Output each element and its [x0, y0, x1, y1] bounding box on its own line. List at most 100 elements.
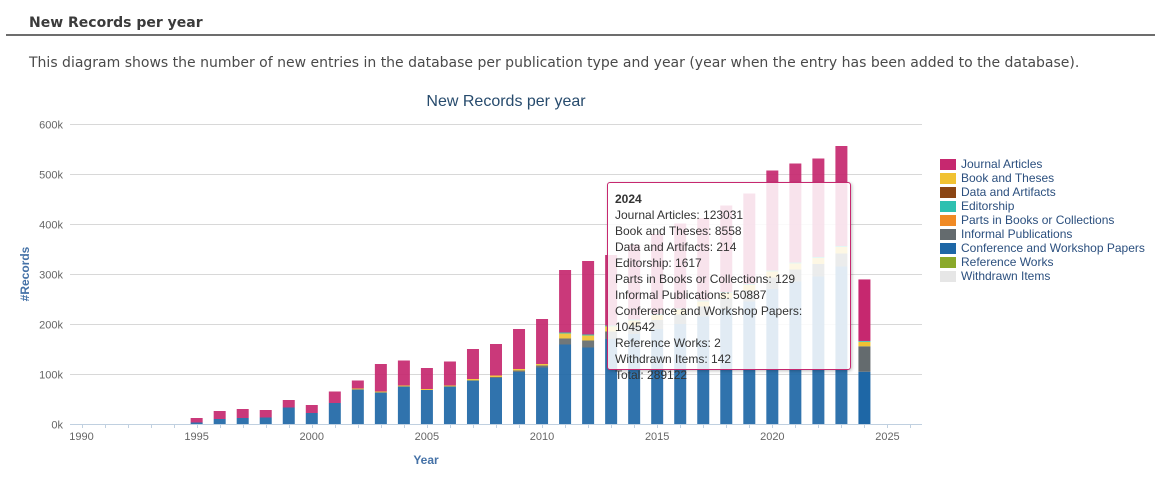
y-tick-label: 600k [39, 120, 63, 132]
bar-journal-1999 [282, 400, 295, 408]
legend-item[interactable]: Journal Articles [940, 157, 1145, 171]
legend-swatch [940, 172, 956, 184]
bar-conference-1995 [190, 422, 203, 424]
legend-label: Withdrawn Items [961, 269, 1051, 283]
bar-journal-2006 [443, 361, 456, 386]
legend-item[interactable]: Data and Artifacts [940, 185, 1145, 199]
bar-journal-2009 [513, 329, 526, 369]
legend-item[interactable]: Editorship [940, 199, 1145, 213]
y-axis-title: #Records [18, 246, 32, 301]
bar-conference-2024 [858, 371, 871, 424]
section-header: New Records per year [6, 0, 1155, 36]
bar-journal-2010 [536, 319, 549, 364]
legend-item[interactable]: Parts in Books or Collections [940, 213, 1145, 227]
bar-journal-2001 [328, 391, 341, 403]
bar-books-2010 [536, 364, 549, 366]
tooltip-line: Reference Works: 2 [615, 336, 721, 350]
bar-conference-2001 [328, 403, 341, 424]
y-tick-label: 100k [39, 370, 63, 382]
legend-item[interactable]: Conference and Workshop Papers [940, 241, 1145, 255]
bar-conference-2010 [536, 367, 549, 424]
bar-conference-2006 [443, 386, 456, 424]
legend-swatch [940, 256, 956, 268]
legend-label: Parts in Books or Collections [961, 213, 1115, 227]
bar-informal-2008 [490, 377, 502, 378]
tooltip-line: Conference and Workshop Papers: 104542 [615, 304, 803, 334]
bar-books-2012 [582, 335, 595, 341]
legend-item[interactable]: Informal Publications [940, 227, 1145, 241]
bar-journal-1998 [259, 410, 272, 418]
bar-journal-2007 [466, 349, 479, 379]
bar-conference-2011 [559, 344, 572, 424]
bar-books-2008 [490, 375, 502, 377]
x-tick-label: 2020 [760, 431, 784, 443]
tooltip-line: Informal Publications: 50887 [615, 288, 767, 302]
tooltip-line: Data and Artifacts: 214 [615, 240, 737, 254]
legend-label: Reference Works [961, 255, 1054, 269]
bar-books-2024 [858, 342, 871, 347]
bar-informal-2024 [858, 346, 871, 372]
bar-conference-2002 [351, 389, 364, 424]
chart-tooltip: 2024 Journal Articles: 123031 Book and Th… [607, 182, 851, 382]
tooltip-line: Total: 289122 [615, 368, 688, 382]
x-tick-label: 2010 [530, 431, 554, 443]
x-tick-label: 2005 [415, 431, 439, 443]
bar-journal-2002 [351, 380, 364, 389]
bar-conference-2007 [466, 380, 479, 424]
bar-conference-2012 [582, 347, 595, 424]
legend-swatch [940, 242, 956, 254]
legend-swatch [940, 270, 956, 282]
legend-item[interactable]: Book and Theses [940, 171, 1145, 185]
x-axis-title: Year [413, 453, 439, 467]
tooltip-lines: Journal Articles: 123031 Book and Theses:… [615, 207, 843, 383]
legend-item[interactable]: Reference Works [940, 255, 1145, 269]
tooltip-line: Parts in Books or Collections: 129 [615, 272, 796, 286]
bar-books-2003 [374, 391, 387, 393]
y-tick-label: 500k [39, 170, 63, 182]
x-tick-label: 2000 [300, 431, 324, 443]
bar-conference-2004 [397, 386, 410, 424]
legend-swatch [940, 158, 956, 170]
legend-label: Editorship [961, 199, 1015, 213]
y-tick-label: 0k [51, 420, 63, 432]
bar-journal-1995 [190, 418, 203, 423]
legend-swatch [940, 186, 956, 198]
x-tick-label: 1995 [184, 431, 208, 443]
bar-informal-2010 [536, 365, 549, 368]
section-title: New Records per year [29, 15, 203, 31]
bar-conference-1996 [213, 419, 226, 424]
bar-books-2009 [513, 369, 526, 371]
bar-editorship-2012 [582, 334, 595, 336]
bar-conference-2003 [374, 392, 387, 424]
bar-journal-1997 [236, 409, 249, 418]
bar-books-2011 [559, 333, 572, 339]
legend-label: Journal Articles [961, 157, 1043, 171]
x-tick-label: 2015 [645, 431, 669, 443]
tooltip-title: 2024 [615, 192, 642, 206]
tooltip-line: Withdrawn Items: 142 [615, 352, 732, 366]
bar-books-2007 [466, 379, 479, 381]
legend-item[interactable]: Withdrawn Items [940, 269, 1145, 283]
bar-informal-2012 [582, 340, 595, 348]
legend-label: Book and Theses [961, 171, 1055, 185]
y-tick-label: 200k [39, 320, 63, 332]
bar-conference-1999 [282, 407, 295, 424]
bar-journal-2004 [397, 360, 410, 386]
bar-informal-2011 [559, 338, 572, 345]
x-tick-label: 1990 [69, 431, 93, 443]
bar-journal-2012 [582, 261, 595, 335]
bar-conference-2008 [490, 378, 502, 424]
legend-swatch [940, 200, 956, 212]
bar-journal-2024 [858, 279, 871, 341]
bar-editorship-2011 [559, 332, 572, 334]
tooltip-line: Editorship: 1617 [615, 256, 702, 270]
bar-conference-2005 [420, 390, 433, 424]
x-tick-label: 2025 [875, 431, 899, 443]
bar-conference-2000 [305, 413, 318, 424]
bar-books-2004 [397, 385, 410, 387]
bar-journal-2011 [559, 270, 572, 333]
bar-journal-2005 [420, 368, 433, 389]
bar-books-2006 [443, 385, 456, 387]
tooltip-line: Book and Theses: 8558 [615, 224, 742, 238]
legend-swatch [940, 214, 956, 226]
